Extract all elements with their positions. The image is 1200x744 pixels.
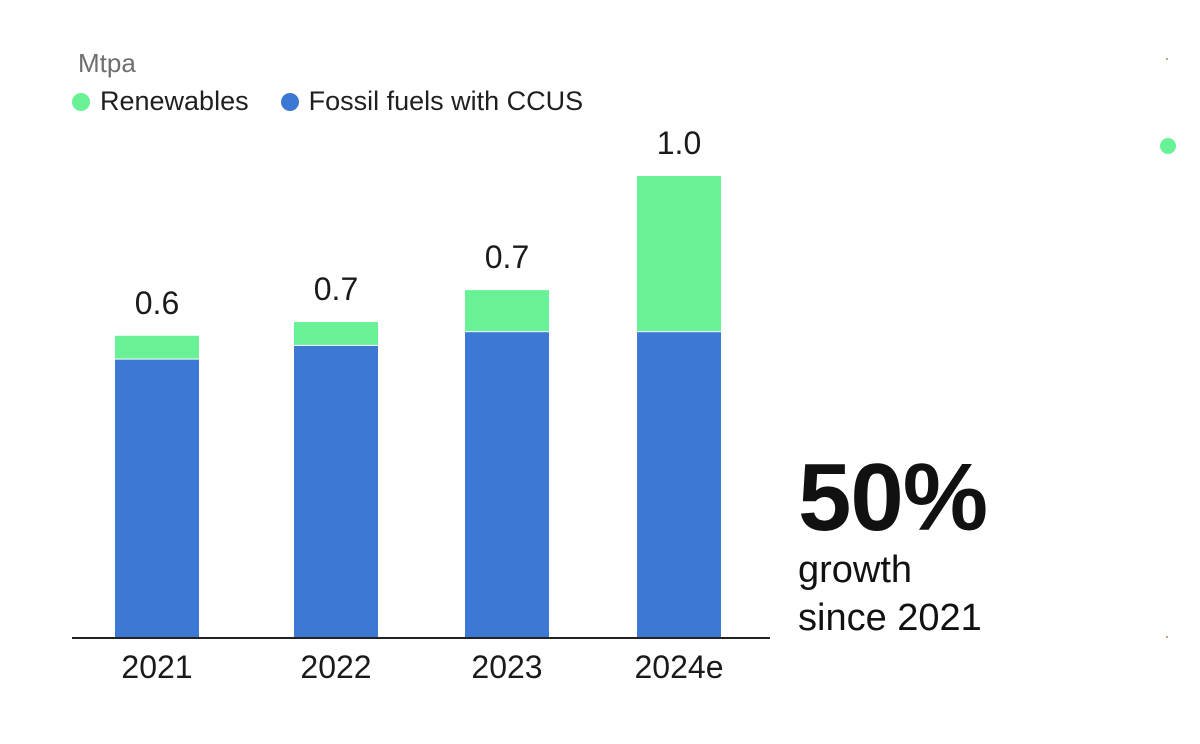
bar-fossil-ccus-2021 <box>115 358 199 637</box>
legend: Renewables Fossil fuels with CCUS <box>72 86 615 117</box>
edge-legend-dot <box>1160 138 1176 154</box>
x-tick-label-2022: 2022 <box>300 649 371 685</box>
legend-label-fossil-ccus: Fossil fuels with CCUS <box>308 86 584 116</box>
edge-tick-bottom <box>1166 636 1168 638</box>
bar-fossil-ccus-2023 <box>465 331 549 637</box>
x-tick-label-2021: 2021 <box>121 649 192 685</box>
growth-percent: 50% <box>798 444 988 551</box>
x-tick-label-2023: 2023 <box>471 649 542 685</box>
growth-callout: 50% growth since 2021 <box>798 444 988 642</box>
legend-item-fossil-ccus: Fossil fuels with CCUS <box>280 86 584 117</box>
total-label-2024e: 1.0 <box>657 125 701 161</box>
bar-renewables-2022 <box>294 322 378 345</box>
unit-label: Mtpa <box>78 48 136 78</box>
legend-label-renewables: Renewables <box>100 86 249 116</box>
total-label-2021: 0.6 <box>135 285 179 321</box>
growth-text-line1: growth <box>798 549 913 591</box>
x-tick-label-2024e: 2024e <box>635 649 724 685</box>
bar-renewables-2023 <box>465 290 549 332</box>
bar-fossil-ccus-2022 <box>294 344 378 637</box>
bar-renewables-2024e <box>637 176 721 332</box>
bar-fossil-ccus-2024e <box>637 331 721 637</box>
legend-dot-renewables <box>72 92 90 111</box>
edge-tick-top <box>1166 58 1168 60</box>
legend-dot-fossil-ccus <box>280 92 299 111</box>
total-label-2023: 0.7 <box>485 239 529 275</box>
total-label-2022: 0.7 <box>314 271 358 307</box>
labels-group: 0.6 2021 0.7 2022 0.7 2023 1.0 2024e <box>121 125 723 685</box>
legend-item-renewables: Renewables <box>72 86 249 117</box>
bars-group <box>115 176 721 637</box>
growth-text-line2: since 2021 <box>798 597 982 639</box>
bar-renewables-2021 <box>115 335 199 359</box>
